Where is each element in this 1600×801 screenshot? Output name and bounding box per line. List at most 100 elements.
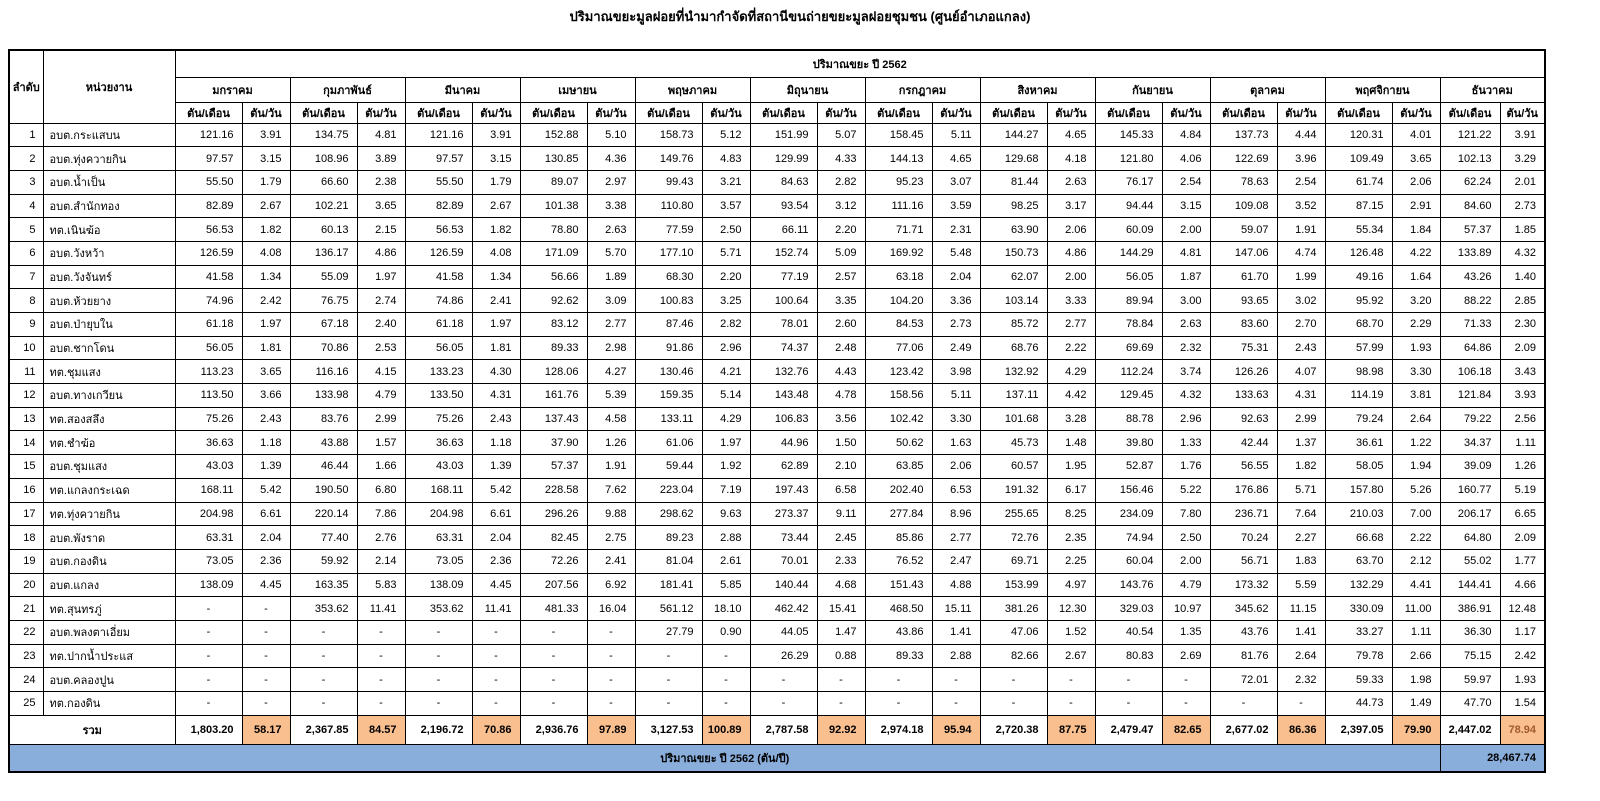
value-cell: 56.71 (1209, 548, 1278, 574)
value-cell: 68.70 (1324, 312, 1393, 337)
value-cell: 4.06 (1161, 146, 1211, 171)
value-cell: 3.28 (1046, 406, 1096, 432)
value-cell: 4.66 (1499, 572, 1546, 598)
value-cell: 3.35 (816, 288, 866, 313)
value-cell: - (749, 691, 818, 716)
value-cell: 6.58 (816, 477, 866, 503)
header-month: มิถุนายน (749, 76, 866, 103)
agency-name: อบต.ป่ายุบใน (42, 312, 176, 337)
table-row: 11 ทต.ชุมแสง 113.23 3.65 116.16 4.15 133.23 4.3… (8, 359, 1546, 385)
value-cell: 70.86 (289, 335, 358, 361)
header-month: ธันวาคม (1439, 76, 1546, 103)
value-cell: 3.15 (241, 146, 291, 171)
value-cell: 121.80 (1094, 146, 1163, 171)
value-cell: - (174, 667, 243, 692)
value-cell: 144.41 (1439, 572, 1501, 598)
value-cell: 106.18 (1439, 359, 1501, 385)
agency-name: อบต.ทางเกวียน (42, 383, 176, 408)
value-cell: 3.29 (1499, 146, 1546, 171)
page-title: ปริมาณขยะมูลฝอยที่นำมากำจัดที่สถานีขนถ่า… (569, 9, 1031, 24)
value-cell: 1.34 (241, 264, 291, 290)
value-cell: 2.04 (241, 525, 291, 550)
value-cell: 1.97 (356, 264, 406, 290)
value-cell: 68.30 (634, 264, 703, 290)
value-cell: 1.82 (1276, 454, 1326, 479)
value-cell: 3.30 (1391, 359, 1441, 385)
value-cell: 330.09 (1324, 596, 1393, 621)
value-cell: 2.97 (586, 169, 636, 195)
value-cell: 91.86 (634, 335, 703, 361)
value-cell: 84.60 (1439, 193, 1501, 219)
value-cell: 4.30 (471, 359, 521, 385)
header-year-band: ปริมาณขยะ ปี 2562 (174, 49, 1546, 78)
row-number: 22 (8, 619, 44, 645)
value-cell: 71.71 (864, 217, 933, 242)
value-cell: 2.54 (1161, 169, 1211, 195)
value-cell: 63.85 (864, 454, 933, 479)
value-cell: 74.96 (174, 288, 243, 313)
value-cell: 12.48 (1499, 596, 1546, 621)
value-cell: 4.32 (1499, 240, 1546, 266)
agency-name: อบต.ชุมแสง (42, 454, 176, 479)
agency-name: ทต.สองสลึง (42, 406, 176, 432)
value-cell: 63.90 (979, 217, 1048, 242)
agency-name: ทต.เนินฆ้อ (42, 217, 176, 242)
value-cell: 1.84 (1391, 217, 1441, 242)
value-cell: 2.00 (1161, 217, 1211, 242)
value-cell: 1.11 (1499, 430, 1546, 456)
value-cell: 102.13 (1439, 146, 1501, 171)
value-cell: 56.05 (404, 335, 473, 361)
total-row: รวม 1,803.20 58.17 2,367.85 84.57 2,196.72 70… (8, 714, 1546, 745)
value-cell: 56.55 (1209, 454, 1278, 479)
value-cell: 89.07 (519, 169, 588, 195)
value-cell: 72.01 (1209, 667, 1278, 692)
value-cell: 177.10 (634, 240, 703, 266)
value-cell: 60.09 (1094, 217, 1163, 242)
value-cell: 74.94 (1094, 525, 1163, 550)
value-cell: 43.26 (1439, 264, 1501, 290)
value-cell: 2.57 (816, 264, 866, 290)
value-cell: 8.25 (1046, 501, 1096, 527)
value-cell: 34.37 (1439, 430, 1501, 456)
row-number: 8 (8, 288, 44, 313)
value-cell: 3.12 (816, 193, 866, 219)
value-cell: 3.74 (1161, 359, 1211, 385)
value-cell: 98.25 (979, 193, 1048, 219)
value-cell: 1.47 (816, 619, 866, 645)
value-cell: 1.94 (1391, 454, 1441, 479)
value-cell: 3.59 (931, 193, 981, 219)
value-cell: 1.22 (1391, 430, 1441, 456)
table-row: 8 อบต.ห้วยยาง 74.96 2.42 76.75 2.74 74.86 2.41 9… (8, 288, 1546, 313)
total-value-cell: 70.86 (471, 714, 521, 745)
value-cell: 47.70 (1439, 691, 1501, 716)
annual-total-label: ปริมาณขยะ ปี 2562 (ตัน/ปี) (8, 743, 1441, 773)
value-cell: 52.87 (1094, 454, 1163, 479)
value-cell: 82.89 (404, 193, 473, 219)
total-value-cell: 78.94 (1499, 714, 1546, 745)
value-cell: 204.98 (174, 501, 243, 527)
value-cell: 61.70 (1209, 264, 1278, 290)
value-cell: 2.64 (1276, 643, 1326, 669)
value-cell: 133.50 (404, 383, 473, 408)
value-cell: 43.76 (1209, 619, 1278, 645)
value-cell: 3.33 (1046, 288, 1096, 313)
value-cell: 81.76 (1209, 643, 1278, 669)
row-number: 15 (8, 454, 44, 479)
value-cell: 56.53 (404, 217, 473, 242)
value-cell: 4.36 (586, 146, 636, 171)
row-number: 25 (8, 691, 44, 716)
value-cell: 76.52 (864, 548, 933, 574)
value-cell: 1.93 (1499, 667, 1546, 692)
row-number: 7 (8, 264, 44, 290)
value-cell: 2.67 (1046, 643, 1096, 669)
value-cell: 102.21 (289, 193, 358, 219)
value-cell: 113.50 (174, 383, 243, 408)
value-cell: 2.45 (816, 525, 866, 550)
value-cell: 128.06 (519, 359, 588, 385)
value-cell: 2.73 (931, 312, 981, 337)
value-cell: 2.75 (586, 525, 636, 550)
header-month: พฤศจิกายน (1324, 76, 1441, 103)
value-cell: 4.01 (1391, 122, 1441, 148)
value-cell: 113.23 (174, 359, 243, 385)
value-cell: 98.98 (1324, 359, 1393, 385)
